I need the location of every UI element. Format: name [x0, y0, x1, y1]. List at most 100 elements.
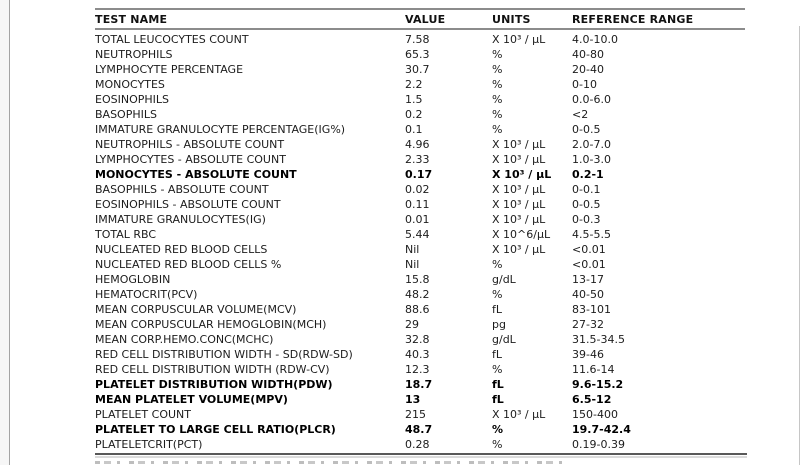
units-cell: %: [492, 78, 503, 91]
test-name-cell: PLATELETCRIT(PCT): [95, 438, 203, 451]
units-cell: %: [492, 363, 503, 376]
range-cell: 13-17: [572, 273, 604, 286]
test-name-cell: EOSINOPHILS: [95, 93, 169, 106]
units-cell: X 10³ / µL: [492, 243, 546, 256]
units-cell: X 10³ / µL: [492, 198, 546, 211]
value-cell: 12.3: [405, 363, 430, 376]
range-cell: 2.0-7.0: [572, 138, 611, 151]
range-cell: 0-0.5: [572, 123, 601, 136]
units-cell: fL: [492, 393, 504, 406]
value-cell: 0.17: [405, 168, 433, 181]
page-right-edge: [799, 26, 800, 465]
value-cell: 48.7: [405, 423, 433, 436]
column-header-value: VALUE: [405, 13, 446, 26]
range-cell: 27-32: [572, 318, 604, 331]
table-row: NEUTROPHILS 65.3 % 40-80: [95, 47, 745, 62]
value-cell: Nil: [405, 243, 420, 256]
test-name-cell: MEAN PLATELET VOLUME(MPV): [95, 393, 288, 406]
table-row: TOTAL LEUCOCYTES COUNT 7.58 X 10³ / µL 4…: [95, 32, 745, 47]
test-name-cell: NEUTROPHILS - ABSOLUTE COUNT: [95, 138, 285, 151]
units-cell: fL: [492, 378, 504, 391]
range-cell: 0-0.1: [572, 183, 601, 196]
range-cell: 0.19-0.39: [572, 438, 625, 451]
units-cell: X 10³ / µL: [492, 168, 552, 181]
units-cell: fL: [492, 303, 503, 316]
table-row: MEAN CORPUSCULAR HEMOGLOBIN(MCH) 29 pg 2…: [95, 317, 745, 332]
test-name-cell: NEUTROPHILS: [95, 48, 173, 61]
column-header-reference-range: REFERENCE RANGE: [572, 13, 694, 26]
test-name-cell: MEAN CORP.HEMO.CONC(MCHC): [95, 333, 274, 346]
range-cell: 4.0-10.0: [572, 33, 618, 46]
table-row: HEMATOCRIT(PCV) 48.2 % 40-50: [95, 287, 745, 302]
units-cell: X 10³ / µL: [492, 138, 546, 151]
range-cell: 19.7-42.4: [572, 423, 631, 436]
value-cell: 2.2: [405, 78, 423, 91]
page-left-edge: [0, 0, 10, 465]
value-cell: 2.33: [405, 153, 430, 166]
range-cell: <0.01: [572, 243, 606, 256]
value-cell: 0.02: [405, 183, 430, 196]
units-cell: %: [492, 423, 504, 436]
test-name-cell: HEMOGLOBIN: [95, 273, 171, 286]
table-row: MEAN PLATELET VOLUME(MPV) 13 fL 6.5-12: [95, 392, 745, 407]
test-name-cell: BASOPHILS: [95, 108, 157, 121]
column-header-units: UNITS: [492, 13, 531, 26]
range-cell: 31.5-34.5: [572, 333, 625, 346]
units-cell: %: [492, 48, 503, 61]
range-cell: 9.6-15.2: [572, 378, 624, 391]
range-cell: 150-400: [572, 408, 618, 421]
value-cell: 4.96: [405, 138, 430, 151]
test-name-cell: EOSINOPHILS - ABSOLUTE COUNT: [95, 198, 281, 211]
value-cell: 48.2: [405, 288, 430, 301]
value-cell: 215: [405, 408, 426, 421]
value-cell: 7.58: [405, 33, 430, 46]
table-row: HEMOGLOBIN 15.8 g/dL 13-17: [95, 272, 745, 287]
range-cell: 0-0.3: [572, 213, 601, 226]
table-header-row: TEST NAME VALUE UNITS REFERENCE RANGE: [95, 8, 745, 30]
units-cell: %: [492, 108, 503, 121]
test-name-cell: MONOCYTES: [95, 78, 165, 91]
table-row: PLATELET TO LARGE CELL RATIO(PLCR) 48.7 …: [95, 422, 745, 437]
value-cell: 65.3: [405, 48, 430, 61]
range-cell: 39-46: [572, 348, 604, 361]
table-row: MONOCYTES 2.2 % 0-10: [95, 77, 745, 92]
table-row: MEAN CORPUSCULAR VOLUME(MCV) 88.6 fL 83-…: [95, 302, 745, 317]
units-cell: X 10³ / µL: [492, 213, 546, 226]
table-row: PLATELET DISTRIBUTION WIDTH(PDW) 18.7 fL…: [95, 377, 745, 392]
units-cell: g/dL: [492, 273, 516, 286]
range-cell: <2: [572, 108, 589, 121]
test-name-cell: TOTAL RBC: [95, 228, 157, 241]
test-name-cell: HEMATOCRIT(PCV): [95, 288, 198, 301]
units-cell: pg: [492, 318, 506, 331]
table-row: NUCLEATED RED BLOOD CELLS % Nil % <0.01: [95, 257, 745, 272]
clipped-text-remnant: [95, 461, 565, 464]
range-cell: 83-101: [572, 303, 611, 316]
range-cell: 0.0-6.0: [572, 93, 611, 106]
table-row: PLATELETCRIT(PCT) 0.28 % 0.19-0.39: [95, 437, 745, 452]
table-row: NUCLEATED RED BLOOD CELLS Nil X 10³ / µL…: [95, 242, 745, 257]
test-name-cell: PLATELET COUNT: [95, 408, 191, 421]
test-name-cell: NUCLEATED RED BLOOD CELLS %: [95, 258, 282, 271]
table-row: NEUTROPHILS - ABSOLUTE COUNT 4.96 X 10³ …: [95, 137, 745, 152]
value-cell: 88.6: [405, 303, 430, 316]
units-cell: %: [492, 258, 503, 271]
value-cell: 0.11: [405, 198, 430, 211]
range-cell: 0-0.5: [572, 198, 601, 211]
value-cell: 1.5: [405, 93, 423, 106]
table-row: LYMPHOCYTE PERCENTAGE 30.7 % 20-40: [95, 62, 745, 77]
test-name-cell: TOTAL LEUCOCYTES COUNT: [95, 33, 249, 46]
table-row: MEAN CORP.HEMO.CONC(MCHC) 32.8 g/dL 31.5…: [95, 332, 745, 347]
test-name-cell: IMMATURE GRANULOCYTES(IG): [95, 213, 266, 226]
table-row: RED CELL DISTRIBUTION WIDTH - SD(RDW-SD)…: [95, 347, 745, 362]
column-header-test-name: TEST NAME: [95, 13, 168, 26]
range-cell: 0-10: [572, 78, 597, 91]
units-cell: %: [492, 288, 503, 301]
lab-report-table: TEST NAME VALUE UNITS REFERENCE RANGE TO…: [95, 8, 747, 455]
value-cell: 0.28: [405, 438, 430, 451]
value-cell: 30.7: [405, 63, 430, 76]
table-row: RED CELL DISTRIBUTION WIDTH (RDW-CV) 12.…: [95, 362, 745, 377]
test-name-cell: PLATELET TO LARGE CELL RATIO(PLCR): [95, 423, 336, 436]
table-row: IMMATURE GRANULOCYTES(IG) 0.01 X 10³ / µ…: [95, 212, 745, 227]
table-row: BASOPHILS - ABSOLUTE COUNT 0.02 X 10³ / …: [95, 182, 745, 197]
value-cell: 13: [405, 393, 421, 406]
